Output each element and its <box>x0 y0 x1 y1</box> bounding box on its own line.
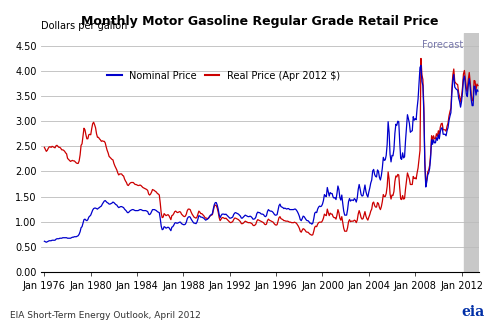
Text: eia: eia <box>462 305 485 319</box>
Text: EIA Short-Term Energy Outlook, April 2012: EIA Short-Term Energy Outlook, April 201… <box>10 311 201 320</box>
Title: Monthly Motor Gasoline Regular Grade Retail Price: Monthly Motor Gasoline Regular Grade Ret… <box>82 15 439 28</box>
Text: Forecast: Forecast <box>422 41 464 51</box>
Bar <box>464 33 479 272</box>
Text: Dollars per gallon: Dollars per gallon <box>42 21 128 31</box>
Legend: Nominal Price, Real Price (Apr 2012 $): Nominal Price, Real Price (Apr 2012 $) <box>103 67 344 85</box>
